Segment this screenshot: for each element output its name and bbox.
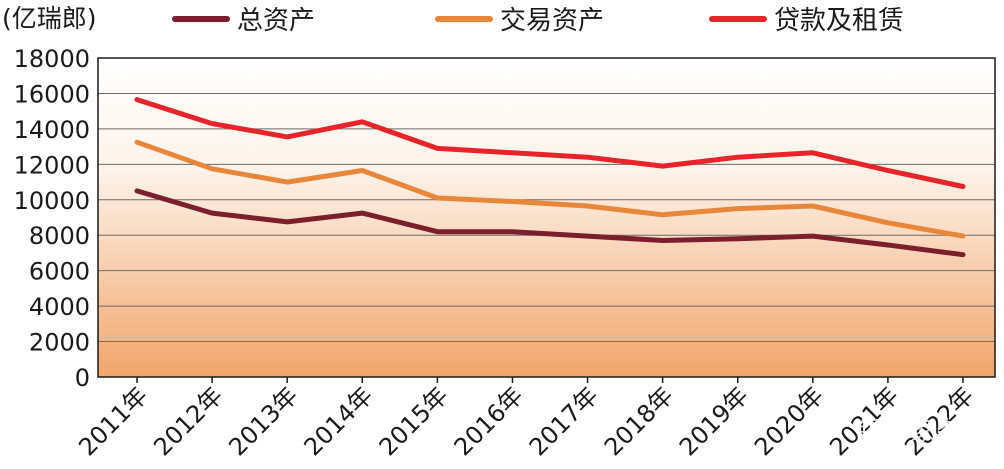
y-axis-ticks: 0 2000 4000 6000 8000 10000 12000 14000 16000 180… [14, 45, 90, 392]
series-line-1 [134, 188, 966, 258]
x-tick-label: 2017年 [524, 381, 604, 461]
y-tick-label: 6000 [29, 258, 90, 286]
y-tick-label: 8000 [29, 222, 90, 250]
y-tick-label: 12000 [14, 151, 90, 179]
series-line-2 [134, 139, 966, 239]
y-tick-label: 2000 [29, 329, 90, 357]
legend-label: 总资产 [237, 6, 315, 36]
x-tick-label: 2019年 [674, 381, 754, 461]
y-tick-label: 10000 [14, 187, 90, 215]
x-tick-label: 2020年 [749, 381, 829, 461]
y-unit-label: (亿瑞郎) [2, 4, 97, 33]
x-tick-label: 2018年 [599, 381, 679, 461]
legend-label: 交易资产 [500, 6, 604, 36]
y-tick-label: 0 [75, 364, 90, 392]
x-tick-label: 2016年 [449, 381, 529, 461]
x-tick-label: 2011年 [73, 381, 153, 461]
y-tick-label: 14000 [14, 116, 90, 144]
y-tick-label: 16000 [14, 80, 90, 108]
x-tick-label: 2013年 [223, 381, 303, 461]
x-axis-ticks: 2011年2012年2013年2014年2015年2016年2017年2018年… [73, 377, 979, 461]
y-tick-label: 18000 [14, 45, 90, 73]
x-tick-label: 2014年 [299, 381, 379, 461]
legend: 总资产 交易资产 贷款及租赁 [172, 6, 904, 36]
legend-label: 贷款及租赁 [774, 6, 904, 36]
x-tick-label: 2012年 [148, 381, 228, 461]
watermark: 银行家杂志 [858, 417, 988, 447]
gridlines [98, 92, 995, 343]
plot-frame [97, 57, 996, 378]
x-tick-label: 2015年 [374, 381, 454, 461]
y-tick-label: 4000 [29, 293, 90, 321]
series-line-3 [134, 97, 966, 189]
series-lines [134, 97, 966, 258]
